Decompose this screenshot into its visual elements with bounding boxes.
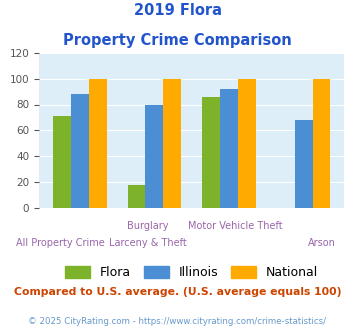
Text: Motor Vehicle Theft: Motor Vehicle Theft (187, 221, 282, 231)
Bar (127, 185, 146, 208)
Bar (53, 116, 71, 208)
Text: 2019 Flora: 2019 Flora (133, 3, 222, 18)
Text: Burglary: Burglary (127, 221, 168, 231)
Text: Larceny & Theft: Larceny & Theft (109, 238, 186, 248)
Bar (238, 79, 256, 208)
Bar (295, 120, 312, 208)
Text: © 2025 CityRating.com - https://www.cityrating.com/crime-statistics/: © 2025 CityRating.com - https://www.city… (28, 317, 327, 326)
Bar (202, 97, 220, 208)
Text: Property Crime Comparison: Property Crime Comparison (63, 33, 292, 48)
Text: All Property Crime: All Property Crime (16, 238, 105, 248)
Bar (71, 94, 89, 208)
Bar (89, 79, 106, 208)
Text: Compared to U.S. average. (U.S. average equals 100): Compared to U.S. average. (U.S. average … (14, 287, 341, 297)
Bar (146, 105, 163, 208)
Bar (312, 79, 331, 208)
Bar (163, 79, 181, 208)
Text: Arson: Arson (308, 238, 336, 248)
Legend: Flora, Illinois, National: Flora, Illinois, National (60, 261, 323, 284)
Bar (220, 89, 238, 208)
